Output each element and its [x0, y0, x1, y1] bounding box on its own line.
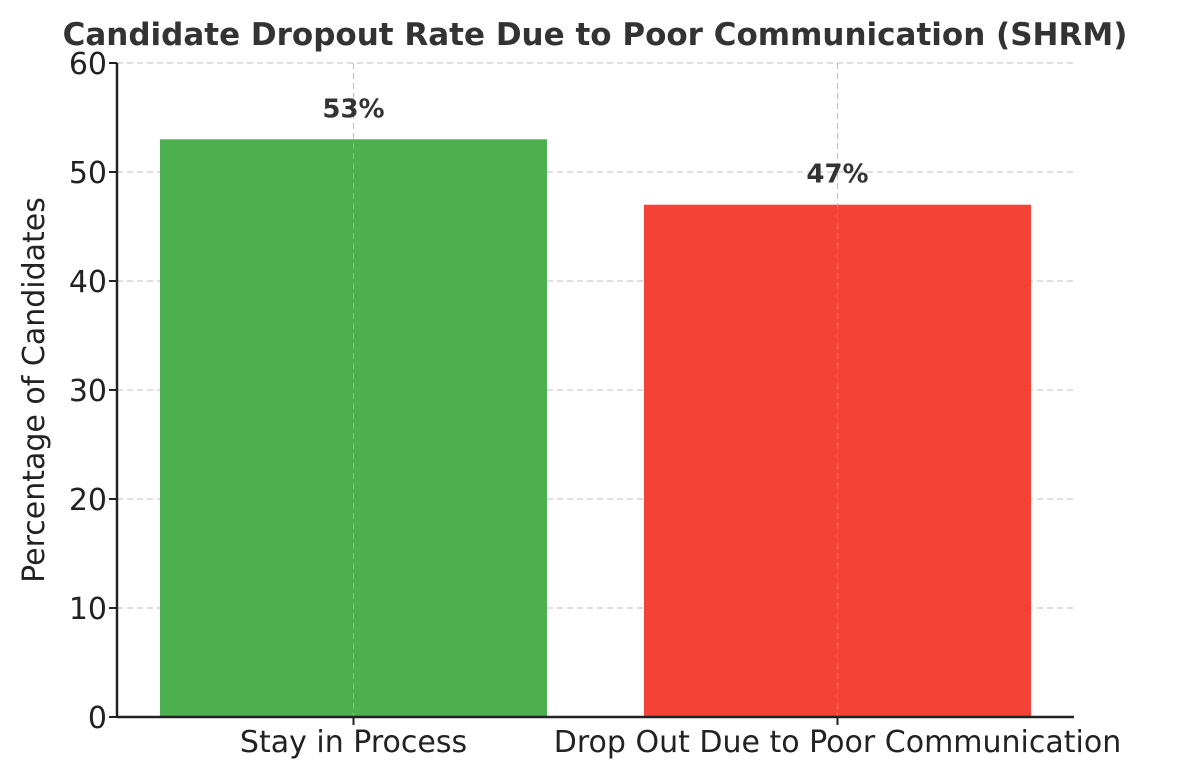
y-tick-label: 30 [69, 374, 107, 409]
x-tick-label: Stay in Process [240, 725, 467, 760]
y-tick-label: 10 [69, 592, 107, 627]
labels: 0 10 20 30 40 50 60 Stay in Process 53% Drop Out … [69, 47, 1121, 760]
axes [109, 62, 1074, 725]
y-tick-label: 50 [69, 156, 107, 191]
data-label: 47% [806, 160, 868, 190]
x-tick-label: Drop Out Due to Poor Communication [554, 725, 1121, 760]
y-tick-label: 60 [69, 47, 107, 82]
data-label: 53% [322, 94, 384, 124]
chart-title: Candidate Dropout Rate Due to Poor Commu… [63, 17, 1128, 53]
y-tick-label: 0 [88, 701, 107, 736]
bars [160, 139, 1031, 718]
y-tick-label: 20 [69, 483, 107, 518]
y-axis-label: Percentage of Candidates [17, 197, 52, 583]
bar [644, 204, 1031, 717]
y-tick-label: 40 [69, 265, 107, 300]
